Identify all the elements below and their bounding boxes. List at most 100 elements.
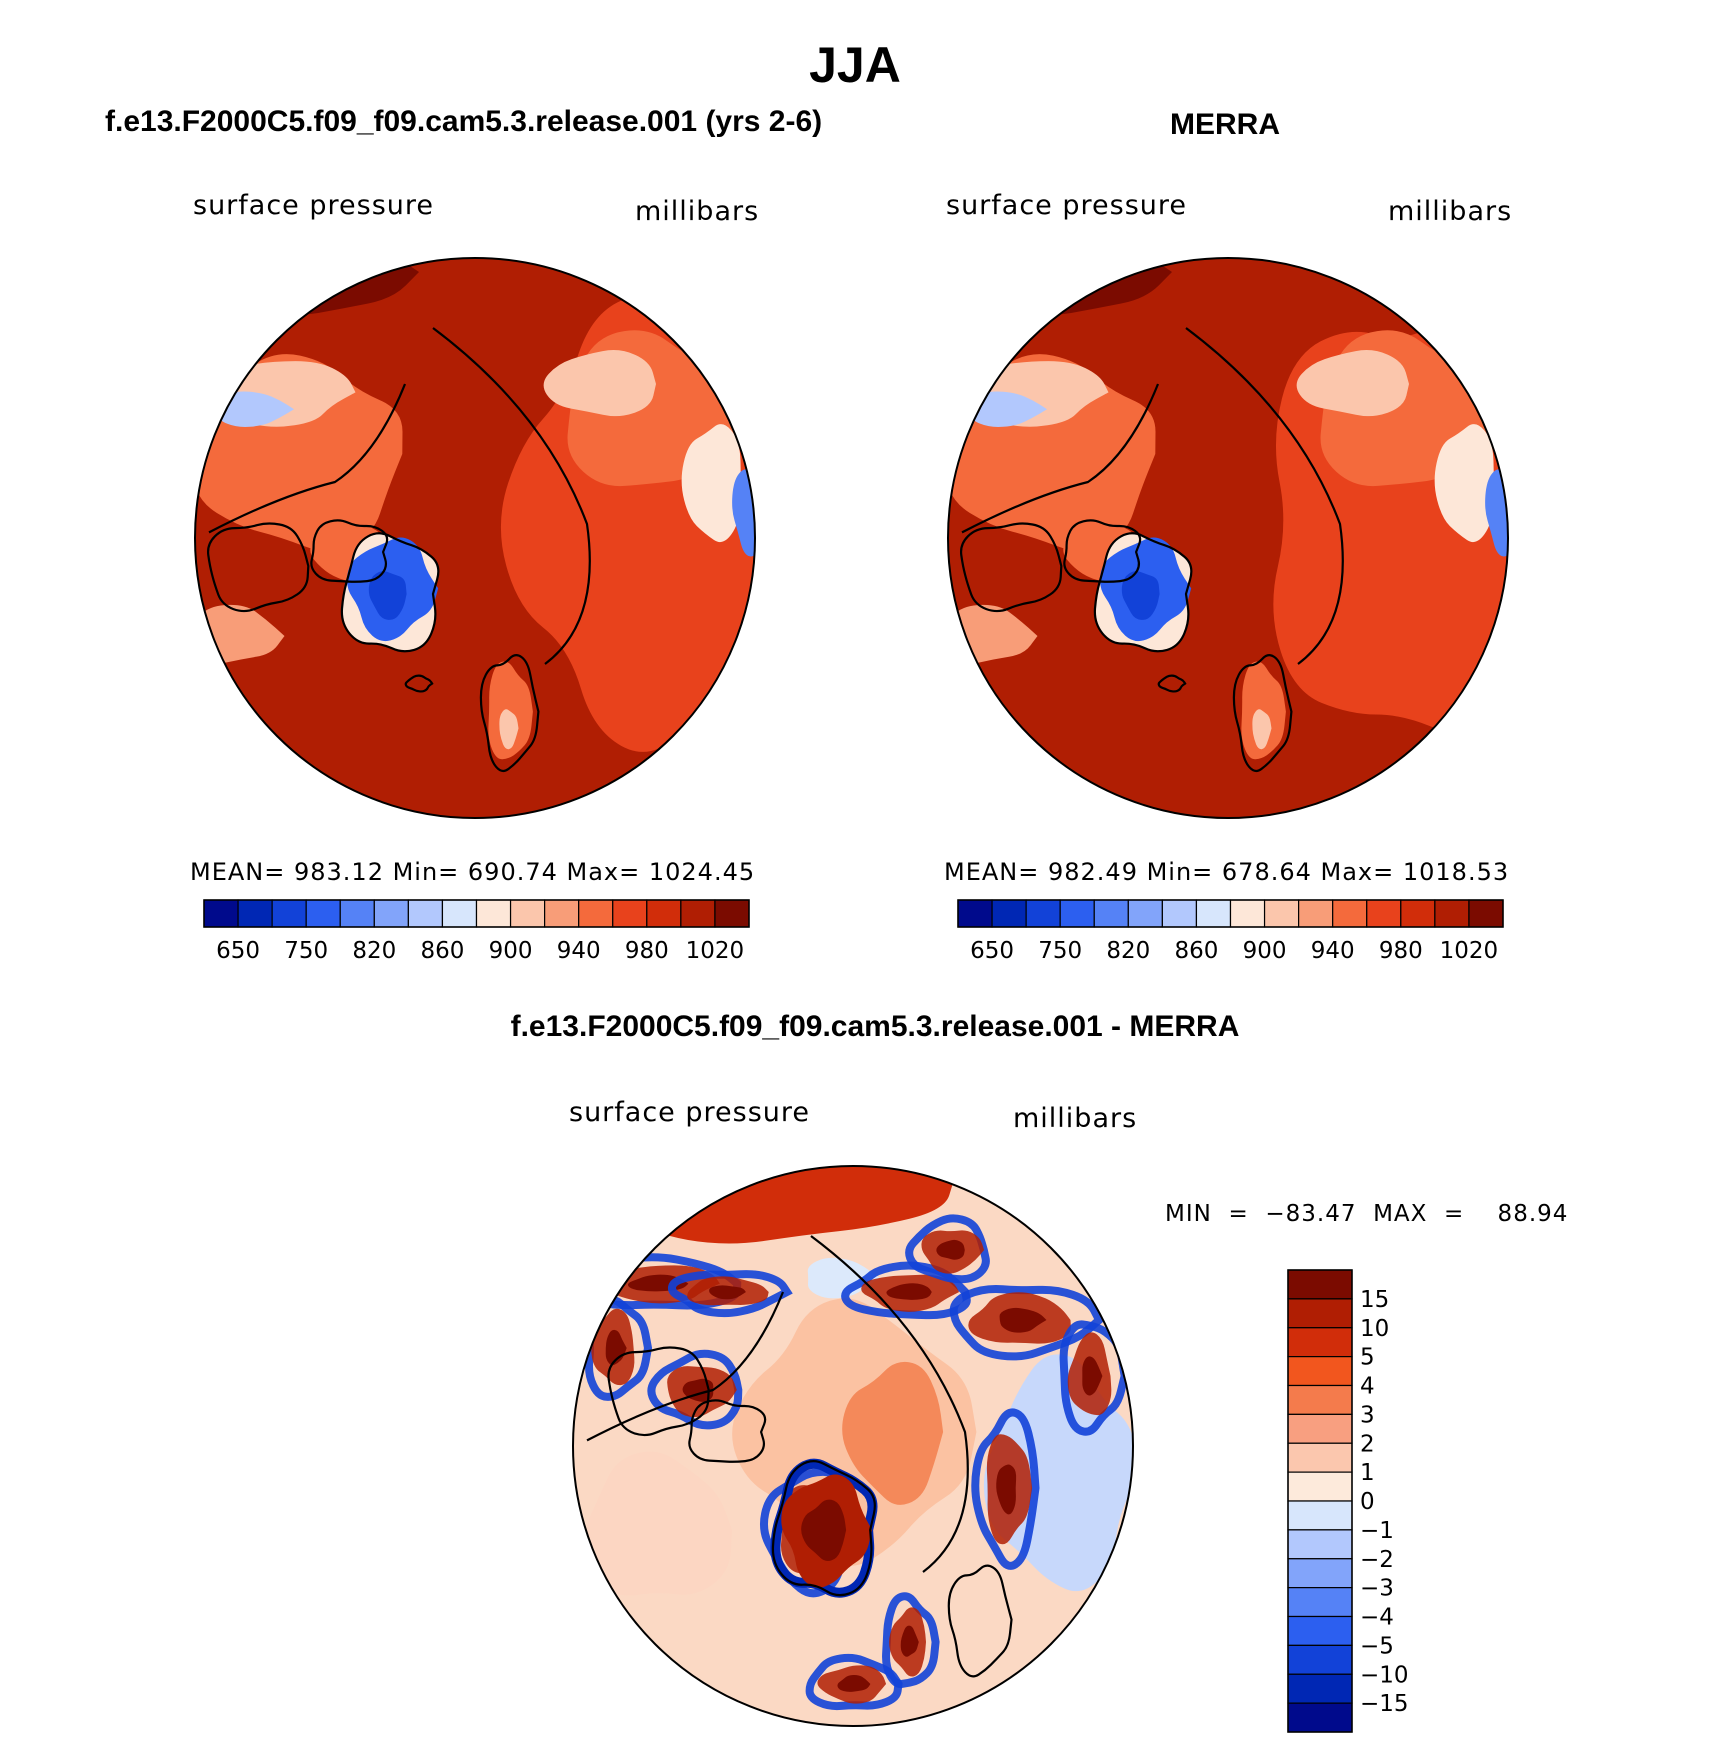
colorbar-swatch xyxy=(1059,899,1095,928)
greenland-core xyxy=(801,1499,847,1562)
colorbar-tick-label: 900 xyxy=(489,938,533,964)
tibet-low xyxy=(732,469,755,557)
colorbar-swatch xyxy=(509,899,546,928)
colorbar-tick-label: 860 xyxy=(1174,938,1218,964)
colorbar-swatch xyxy=(1287,1269,1353,1300)
colorbar-swatch xyxy=(1287,1615,1353,1646)
colorbar-swatch xyxy=(237,899,273,928)
colorbar-tick-label: 900 xyxy=(1243,938,1287,964)
colorbar-tick-label: 15 xyxy=(1360,1287,1389,1313)
colorbar-swatch xyxy=(1287,1384,1353,1415)
colorbar-tick-label: 940 xyxy=(557,938,601,964)
colorbar-swatch xyxy=(441,899,478,928)
coastline xyxy=(206,522,310,613)
colorbar-swatch xyxy=(271,899,307,928)
colorbar-swatch xyxy=(1195,899,1232,928)
greenland-rim-negative xyxy=(770,1458,878,1598)
positive-core xyxy=(999,1307,1047,1333)
map-border xyxy=(194,257,756,819)
model-variable-label: surface pressure xyxy=(193,190,434,221)
difference-variable-label: surface pressure xyxy=(569,1097,810,1128)
colorbar-tick-label: 1 xyxy=(1360,1460,1375,1486)
colorbar-tick-label: 4 xyxy=(1360,1374,1375,1400)
map-border xyxy=(572,1165,1134,1727)
colorbar-tick-label: −5 xyxy=(1360,1633,1394,1659)
colorbar-swatch xyxy=(1287,1356,1353,1387)
colorbar-tick-label: −4 xyxy=(1360,1605,1394,1631)
alaska-diff xyxy=(584,1451,732,1596)
polar-map-1 xyxy=(194,257,756,819)
difference-panel-title: f.e13.F2000C5.f09_f09.cam5.3.release.001… xyxy=(510,1010,1240,1043)
tibet-low xyxy=(1485,469,1508,557)
colorbar-swatch xyxy=(991,899,1027,928)
colorbar-swatch xyxy=(1287,1413,1353,1444)
model-units-label: millibars xyxy=(635,196,760,227)
coastline xyxy=(961,383,1160,534)
model-panel-title: f.e13.F2000C5.f09_f09.cam5.3.release.001… xyxy=(105,105,823,138)
arctic-positive xyxy=(842,1361,944,1505)
colorbar-swatch xyxy=(1287,1471,1353,1502)
coastline xyxy=(479,654,540,773)
colorbar-swatch xyxy=(1287,1702,1353,1733)
colorbar-tick-label: −2 xyxy=(1360,1547,1394,1573)
colorbar-swatch xyxy=(1287,1327,1353,1358)
colorbar-tick-label: 820 xyxy=(1106,938,1150,964)
coastline xyxy=(1232,654,1293,773)
colorbar-swatch xyxy=(407,899,444,928)
colorbar-swatch xyxy=(373,899,409,928)
colorbar-frame xyxy=(957,899,1504,928)
colorbar-tick-label: 5 xyxy=(1360,1345,1375,1371)
colorbar-swatch xyxy=(1263,899,1300,928)
negative-band xyxy=(1059,1320,1129,1436)
difference-stats: MIN = −83.47 MAX = 88.94 xyxy=(1165,1201,1569,1227)
colorbar-swatch xyxy=(1025,899,1061,928)
polar-map-2 xyxy=(947,257,1509,819)
scandinavia-mountains xyxy=(1252,709,1272,750)
plateau-2 xyxy=(681,424,741,543)
colorbar-swatch xyxy=(1332,899,1368,928)
colorbar-tick-label: −3 xyxy=(1360,1576,1394,1602)
colorbar-swatch xyxy=(646,899,682,928)
coastline xyxy=(959,522,1063,613)
colorbar-swatch xyxy=(475,899,512,928)
merra-panel-title: MERRA xyxy=(1170,108,1280,141)
colorbar-tick-label: 940 xyxy=(1311,938,1355,964)
coastline xyxy=(607,1346,710,1437)
plateau-2 xyxy=(1434,424,1494,543)
colorbar-swatch xyxy=(339,899,375,928)
colorbar-tick-label: 750 xyxy=(1038,938,1082,964)
colorbar-tick-label: 2 xyxy=(1360,1431,1375,1457)
colorbar-swatch xyxy=(1093,899,1129,928)
colorbar-swatch xyxy=(1127,899,1163,928)
coastline xyxy=(1185,327,1344,665)
coastline xyxy=(1063,519,1142,583)
colorbar-tick-label: 1020 xyxy=(686,938,745,964)
negative-band xyxy=(585,1294,653,1401)
colorbar-swatch xyxy=(612,899,648,928)
negative-band xyxy=(667,1270,793,1318)
colorbar-swatch xyxy=(1434,899,1470,928)
positive-core xyxy=(709,1285,746,1300)
scandinavia-mountains xyxy=(499,709,519,750)
colorbar-swatch xyxy=(957,899,993,928)
coastline xyxy=(810,1235,969,1573)
colorbar-tick-label: 1020 xyxy=(1440,938,1499,964)
colorbar-swatch xyxy=(1287,1558,1353,1589)
coastline xyxy=(947,1564,1013,1678)
colorbar-swatch xyxy=(203,899,239,928)
colorbar-swatch xyxy=(1229,899,1266,928)
colorbar-tick-label: 650 xyxy=(970,938,1014,964)
colorbar-2: 650 750 820 860 900 940 980 1020 xyxy=(957,899,1504,964)
colorbar-swatch xyxy=(1287,1673,1353,1704)
colorbar-swatch xyxy=(578,899,614,928)
coastline xyxy=(1157,674,1187,693)
greenland-summit xyxy=(1121,571,1160,620)
positive-core xyxy=(1082,1356,1103,1396)
coastline xyxy=(771,1460,876,1597)
colorbar-tick-label: 750 xyxy=(284,938,328,964)
scandinavia xyxy=(1241,661,1286,760)
coastline xyxy=(1093,532,1193,653)
positive-core xyxy=(837,1674,871,1692)
